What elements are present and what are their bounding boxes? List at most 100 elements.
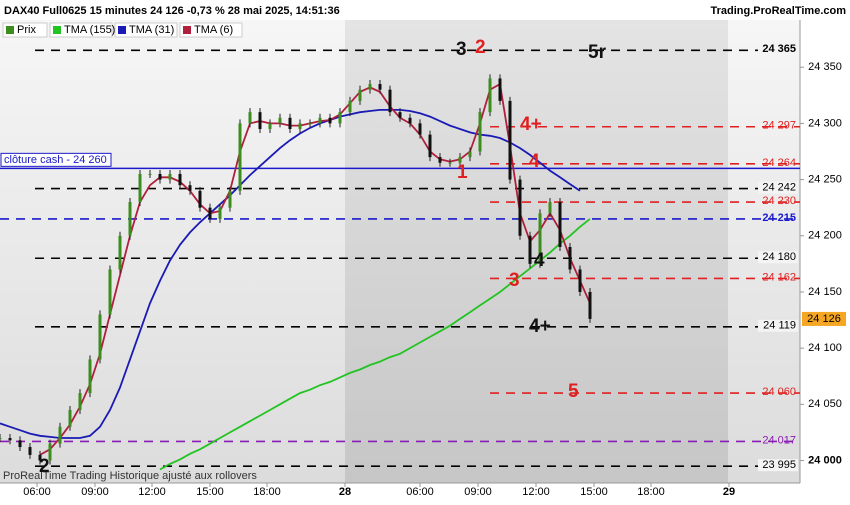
price-bar: [178, 173, 182, 186]
source: Trading.ProRealTime.com: [710, 5, 846, 17]
price-bar: [558, 202, 562, 248]
price-bar: [398, 112, 402, 118]
header: DAX40 Full0625 15 minutes 24 126 -0,73 %…: [4, 5, 340, 17]
price-bar: [538, 213, 542, 264]
price-bar: [378, 84, 382, 90]
price-bar: [268, 123, 272, 130]
annotations: 3 2 5r 4+ 4 1 4 3 4+ 5 2: [39, 37, 607, 477]
price-bar: [428, 134, 432, 158]
legend-swatch: [6, 26, 14, 34]
price-bar: [438, 157, 442, 163]
annotation: 3: [456, 39, 467, 60]
price-bar: [318, 117, 322, 124]
x-tick-label: 06:00: [23, 486, 51, 498]
price-bar: [108, 269, 112, 315]
price-bar: [158, 173, 162, 180]
last-price-label: 24 126: [807, 313, 841, 325]
level-label: 24 162: [762, 271, 796, 283]
annotation: 4+: [520, 114, 542, 135]
price-bar: [208, 207, 212, 219]
y-tick-label: 24 200: [808, 230, 842, 242]
price-bar: [368, 84, 372, 90]
y-tick-label: 24 050: [808, 398, 842, 410]
legend-bg: [114, 22, 178, 38]
ma-line: [159, 218, 591, 471]
price-bar: [98, 314, 102, 360]
price-bar: [38, 454, 42, 461]
price-bar: [18, 440, 22, 448]
legend-label: TMA (6): [194, 24, 233, 36]
legend-swatch: [183, 26, 191, 34]
x-tick-label: 12:00: [522, 486, 550, 498]
legend-bg: [49, 22, 113, 38]
price-bar: [338, 112, 342, 124]
background-session: [345, 20, 728, 483]
price-bar: [588, 291, 592, 319]
x-tick-label: 15:00: [196, 486, 224, 498]
level-label: 24 264: [762, 157, 796, 169]
annotation: 2: [475, 37, 486, 58]
price-bar: [148, 173, 152, 175]
price-bar: [238, 123, 242, 191]
price-bar: [478, 112, 482, 152]
x-tick-label: 29: [723, 486, 735, 498]
price-bar: [578, 269, 582, 292]
price-bar: [198, 190, 202, 208]
annotation: 4: [534, 250, 545, 271]
price-bar: [518, 179, 522, 236]
annotation: 4: [529, 151, 540, 172]
level-label: 23 995: [762, 459, 796, 471]
price-bar: [0, 438, 2, 440]
annotation: 5r: [588, 42, 607, 63]
x-tick-label: 09:00: [81, 486, 109, 498]
price-bar: [28, 447, 32, 455]
close-label: clôture cash - 24 260: [4, 154, 107, 166]
level-label: 24 119: [763, 320, 796, 332]
level-label: 24 060: [762, 386, 796, 398]
legend-label: TMA (155): [64, 24, 115, 36]
price-bar: [298, 123, 302, 130]
footer: ProRealTime Trading Historique ajusté au…: [3, 470, 257, 482]
level-label: 24 017: [762, 434, 796, 446]
level-label: 24 230: [762, 195, 796, 207]
price-bar: [348, 100, 352, 113]
y-tick-label: 24 350: [808, 61, 842, 73]
price-bar: [388, 89, 392, 113]
y-tick-label: 24 150: [808, 286, 842, 298]
price-bar: [358, 89, 362, 101]
x-tick-label: 12:00: [138, 486, 166, 498]
level-label-bg: [758, 459, 798, 472]
price-bar: [568, 247, 572, 270]
x-tick-label: 15:00: [580, 486, 608, 498]
level-label: 24 215: [762, 212, 796, 224]
close-label-box: [0, 152, 112, 167]
price-bar: [488, 78, 492, 113]
price-bar: [138, 173, 142, 203]
x-tick-label: 09:00: [464, 486, 492, 498]
level-label-bg: [758, 251, 798, 264]
price-bar: [228, 190, 232, 208]
price-bar: [218, 207, 222, 219]
level-label-bg: [758, 43, 798, 56]
y-tick-label: 24 250: [808, 173, 842, 185]
level-label: 24 242: [762, 181, 796, 193]
legend-swatch: [53, 26, 61, 34]
price-bar: [188, 185, 192, 191]
ma-line: [39, 82, 591, 456]
price-bar: [8, 438, 12, 441]
price-bar: [458, 157, 462, 163]
axis-background: [0, 483, 800, 500]
price-bar: [78, 393, 82, 410]
x-tick-label: 18:00: [253, 486, 281, 498]
legend-swatch: [118, 26, 126, 34]
price-bar: [128, 202, 132, 236]
annotation: 3: [509, 270, 520, 291]
ma-line: [0, 109, 581, 439]
level-label: 24 297: [762, 120, 796, 132]
y-tick-label: 24 300: [808, 117, 842, 129]
annotation: 1: [457, 162, 468, 183]
price-bar: [308, 123, 312, 125]
x-tick-label: 18:00: [637, 486, 665, 498]
price-bar: [408, 117, 412, 124]
